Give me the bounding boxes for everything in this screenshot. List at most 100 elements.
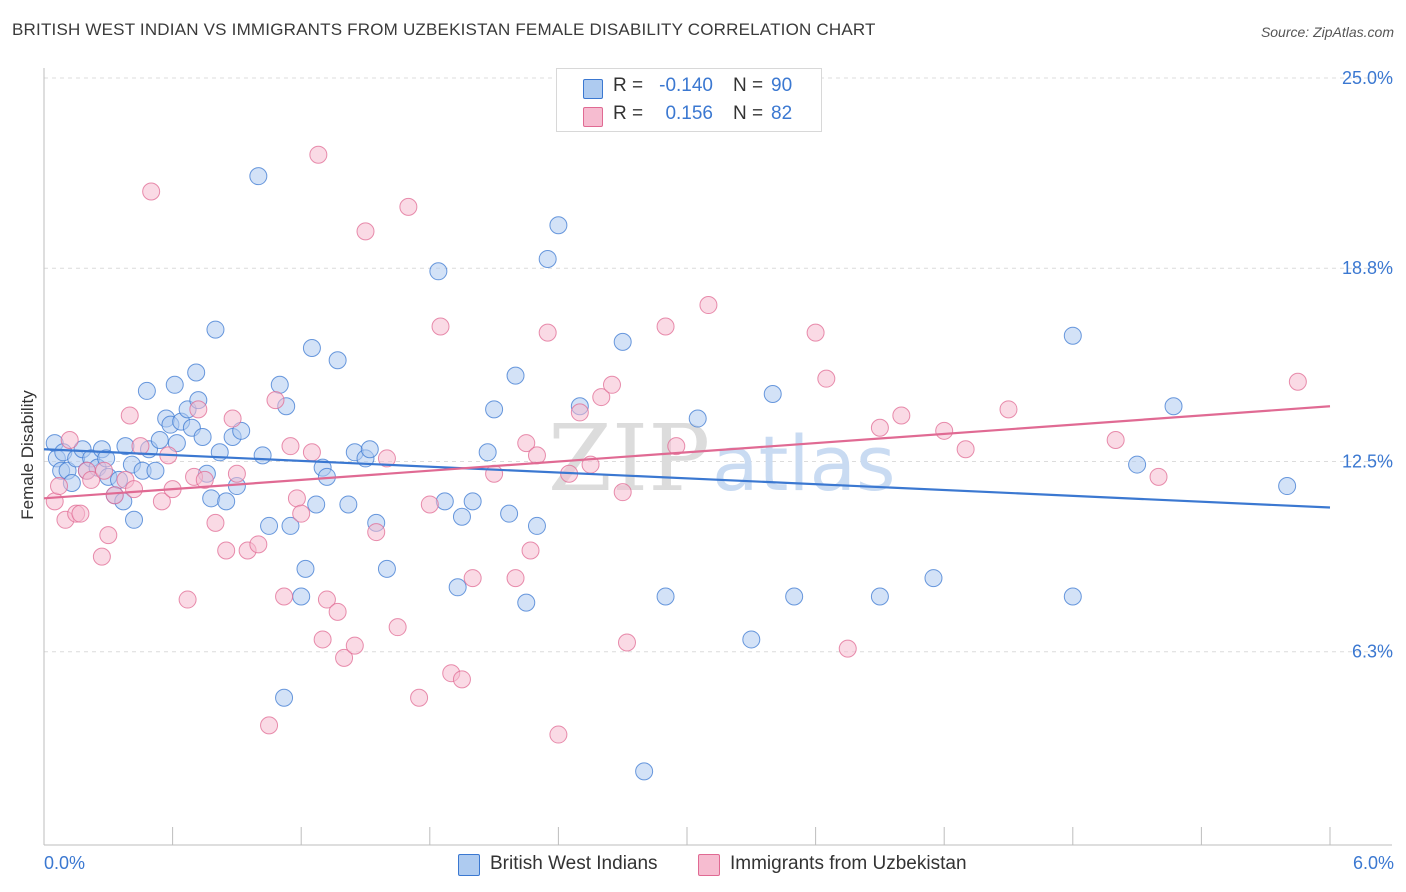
data-point-uzbekistan[interactable] bbox=[50, 477, 69, 496]
data-point-uzbekistan[interactable] bbox=[131, 437, 150, 456]
data-point-uzbekistan[interactable] bbox=[613, 483, 632, 502]
data-point-british-west-indian[interactable] bbox=[435, 492, 454, 511]
data-point-british-west-indian[interactable] bbox=[217, 492, 236, 511]
data-point-uzbekistan[interactable] bbox=[45, 492, 64, 511]
data-point-british-west-indian[interactable] bbox=[360, 440, 379, 459]
data-point-british-west-indian[interactable] bbox=[187, 363, 206, 382]
data-point-british-west-indian[interactable] bbox=[635, 762, 654, 781]
data-point-uzbekistan[interactable] bbox=[260, 716, 279, 735]
data-point-uzbekistan[interactable] bbox=[602, 375, 621, 394]
data-point-uzbekistan[interactable] bbox=[60, 431, 79, 450]
data-point-uzbekistan[interactable] bbox=[120, 406, 139, 425]
data-point-uzbekistan[interactable] bbox=[377, 449, 396, 468]
data-point-british-west-indian[interactable] bbox=[549, 216, 568, 235]
data-point-uzbekistan[interactable] bbox=[317, 590, 336, 609]
data-point-british-west-indian[interactable] bbox=[202, 489, 221, 508]
data-point-british-west-indian[interactable] bbox=[688, 409, 707, 428]
data-point-british-west-indian[interactable] bbox=[1063, 326, 1082, 345]
data-point-uzbekistan[interactable] bbox=[521, 541, 540, 560]
data-point-uzbekistan[interactable] bbox=[335, 648, 354, 667]
data-point-uzbekistan[interactable] bbox=[281, 437, 300, 456]
data-point-uzbekistan[interactable] bbox=[410, 688, 429, 707]
data-point-british-west-indian[interactable] bbox=[292, 587, 311, 606]
data-point-uzbekistan[interactable] bbox=[617, 633, 636, 652]
data-point-british-west-indian[interactable] bbox=[448, 578, 467, 597]
data-point-uzbekistan[interactable] bbox=[1106, 431, 1125, 450]
data-point-uzbekistan[interactable] bbox=[125, 480, 144, 499]
data-point-uzbekistan[interactable] bbox=[217, 541, 236, 560]
data-point-uzbekistan[interactable] bbox=[463, 569, 482, 588]
data-point-uzbekistan[interactable] bbox=[538, 323, 557, 342]
data-point-british-west-indian[interactable] bbox=[1164, 397, 1183, 416]
data-point-british-west-indian[interactable] bbox=[377, 559, 396, 578]
data-point-uzbekistan[interactable] bbox=[152, 492, 171, 511]
data-point-uzbekistan[interactable] bbox=[99, 526, 118, 545]
data-point-uzbekistan[interactable] bbox=[388, 618, 407, 637]
data-point-british-west-indian[interactable] bbox=[206, 320, 225, 339]
data-point-uzbekistan[interactable] bbox=[105, 486, 124, 505]
data-point-british-west-indian[interactable] bbox=[193, 427, 212, 446]
data-point-british-west-indian[interactable] bbox=[1128, 455, 1147, 474]
data-point-british-west-indian[interactable] bbox=[478, 443, 497, 462]
data-point-uzbekistan[interactable] bbox=[142, 182, 161, 201]
data-point-uzbekistan[interactable] bbox=[517, 434, 536, 453]
data-point-uzbekistan[interactable] bbox=[189, 400, 208, 419]
data-point-uzbekistan[interactable] bbox=[1288, 372, 1307, 391]
data-point-uzbekistan[interactable] bbox=[452, 670, 471, 689]
data-point-british-west-indian[interactable] bbox=[302, 338, 321, 357]
data-point-british-west-indian[interactable] bbox=[270, 375, 289, 394]
data-point-british-west-indian[interactable] bbox=[429, 262, 448, 281]
data-point-uzbekistan[interactable] bbox=[178, 590, 197, 609]
data-point-uzbekistan[interactable] bbox=[195, 470, 214, 489]
data-point-british-west-indian[interactable] bbox=[339, 495, 358, 514]
data-point-uzbekistan[interactable] bbox=[223, 409, 242, 428]
data-point-british-west-indian[interactable] bbox=[517, 593, 536, 612]
data-point-british-west-indian[interactable] bbox=[260, 516, 279, 535]
data-point-uzbekistan[interactable] bbox=[485, 464, 504, 483]
data-point-uzbekistan[interactable] bbox=[935, 421, 954, 440]
data-point-british-west-indian[interactable] bbox=[281, 516, 300, 535]
data-point-uzbekistan[interactable] bbox=[549, 725, 568, 744]
data-point-uzbekistan[interactable] bbox=[420, 495, 439, 514]
data-point-uzbekistan[interactable] bbox=[431, 317, 450, 336]
data-point-british-west-indian[interactable] bbox=[296, 559, 315, 578]
data-point-uzbekistan[interactable] bbox=[527, 446, 546, 465]
data-point-british-west-indian[interactable] bbox=[485, 400, 504, 419]
data-point-uzbekistan[interactable] bbox=[206, 513, 225, 532]
data-point-uzbekistan[interactable] bbox=[71, 504, 90, 523]
data-point-uzbekistan[interactable] bbox=[667, 437, 686, 456]
data-point-uzbekistan[interactable] bbox=[287, 489, 306, 508]
data-point-british-west-indian[interactable] bbox=[463, 492, 482, 511]
data-point-uzbekistan[interactable] bbox=[506, 569, 525, 588]
data-point-uzbekistan[interactable] bbox=[838, 639, 857, 658]
data-point-uzbekistan[interactable] bbox=[870, 418, 889, 437]
data-point-british-west-indian[interactable] bbox=[500, 504, 519, 523]
data-point-uzbekistan[interactable] bbox=[806, 323, 825, 342]
data-point-uzbekistan[interactable] bbox=[249, 535, 268, 554]
data-point-uzbekistan[interactable] bbox=[292, 504, 311, 523]
data-point-uzbekistan[interactable] bbox=[817, 369, 836, 388]
data-point-uzbekistan[interactable] bbox=[699, 296, 718, 315]
data-point-british-west-indian[interactable] bbox=[232, 421, 251, 440]
data-point-uzbekistan[interactable] bbox=[892, 406, 911, 425]
data-point-british-west-indian[interactable] bbox=[742, 630, 761, 649]
data-point-british-west-indian[interactable] bbox=[275, 688, 294, 707]
data-point-uzbekistan[interactable] bbox=[82, 470, 101, 489]
data-point-british-west-indian[interactable] bbox=[506, 366, 525, 385]
data-point-british-west-indian[interactable] bbox=[1063, 587, 1082, 606]
data-point-uzbekistan[interactable] bbox=[313, 630, 332, 649]
data-point-uzbekistan[interactable] bbox=[92, 547, 111, 566]
data-point-uzbekistan[interactable] bbox=[95, 461, 114, 480]
data-point-british-west-indian[interactable] bbox=[125, 510, 144, 529]
data-point-british-west-indian[interactable] bbox=[137, 381, 156, 400]
data-point-uzbekistan[interactable] bbox=[999, 400, 1018, 419]
data-point-uzbekistan[interactable] bbox=[266, 391, 285, 410]
data-point-british-west-indian[interactable] bbox=[870, 587, 889, 606]
data-point-british-west-indian[interactable] bbox=[613, 332, 632, 351]
data-point-british-west-indian[interactable] bbox=[924, 569, 943, 588]
data-point-british-west-indian[interactable] bbox=[656, 587, 675, 606]
data-point-british-west-indian[interactable] bbox=[785, 587, 804, 606]
data-point-uzbekistan[interactable] bbox=[399, 197, 418, 216]
data-point-british-west-indian[interactable] bbox=[328, 351, 347, 370]
data-point-british-west-indian[interactable] bbox=[253, 446, 272, 465]
